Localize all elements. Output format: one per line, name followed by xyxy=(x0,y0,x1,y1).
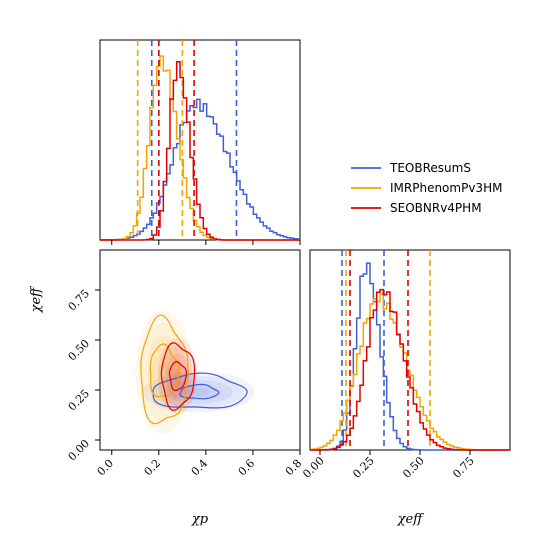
joint-xtick-label: 0.0 xyxy=(95,457,117,479)
chi-p-hist-frame xyxy=(99,39,301,241)
chi-p-histogram-panel xyxy=(99,39,301,245)
chi-eff-hist-seobnrv4phm xyxy=(310,288,510,451)
density-layer-imrphenompv3hm xyxy=(135,310,192,434)
chi-eff-hist-imrphenompv3hm xyxy=(310,293,510,451)
chi-eff-hist-xtick-label: 0.75 xyxy=(450,454,477,481)
joint-xtick-label: 0.6 xyxy=(236,457,258,479)
joint-xtick-label: 0.4 xyxy=(189,457,211,479)
joint-xtick-label: 0.8 xyxy=(283,457,305,479)
density-layer-seobnrv4phm xyxy=(173,368,182,384)
joint-density xyxy=(135,310,255,434)
contour-imrphenompv3hm xyxy=(140,314,189,425)
joint-ytick-label: 0.50 xyxy=(66,337,93,364)
chi-eff-hist-xtick-label: 0.00 xyxy=(300,454,327,481)
chi-eff-hist-xtick-label: 0.50 xyxy=(400,454,427,481)
contour-teobresums xyxy=(152,372,248,409)
density-layer-imrphenompv3hm xyxy=(157,359,170,385)
contour-seobnrv4phm xyxy=(168,360,188,392)
legend-label-imrphenompv3hm: IMRPhenomPv3HM xyxy=(390,181,502,195)
density-layer-seobnrv4phm xyxy=(169,360,186,392)
density-layer-teobresums xyxy=(165,379,233,405)
joint-contour-panel: 0.0 0.2 0.4 0.6 0.8 0.00 0.25 0.50 0.75 χp χeff xyxy=(29,249,305,527)
legend-label-teobresums: TEOBResumS xyxy=(389,161,471,175)
density-layer-teobresums xyxy=(176,383,222,401)
joint-frame xyxy=(99,249,301,451)
chi-eff-hist-xlabel: χeff xyxy=(397,512,426,527)
contour-seobnrv4phm xyxy=(160,342,196,412)
joint-xtick-label: 0.2 xyxy=(142,457,164,479)
joint-ytick-label: 0.25 xyxy=(66,387,93,414)
chi-eff-histogram-panel: 0.00 0.25 0.50 0.75 χeff xyxy=(300,249,511,527)
chi-p-hist-seobnrv4phm xyxy=(100,61,300,241)
density-layer-imrphenompv3hm xyxy=(146,334,181,410)
density-layer-imrphenompv3hm xyxy=(141,322,186,422)
joint-ytick-label: 0.00 xyxy=(66,437,93,464)
chi-eff-hist-frame xyxy=(309,249,511,451)
legend-label-seobnrv4phm: SEOBNRv4PHM xyxy=(390,201,482,215)
joint-ytick-label: 0.75 xyxy=(66,287,93,314)
legend: TEOBResumS IMRPhenomPv3HM SEOBNRv4PHM xyxy=(351,161,502,215)
contour-imrphenompv3hm xyxy=(149,343,180,398)
joint-xlabel: χp xyxy=(191,512,209,527)
contour-teobresums xyxy=(179,383,220,400)
joint-ylabel: χeff xyxy=(29,285,44,314)
chi-eff-hist-xtick-label: 0.25 xyxy=(350,454,377,481)
chi-p-hist-teobresums xyxy=(100,98,300,241)
